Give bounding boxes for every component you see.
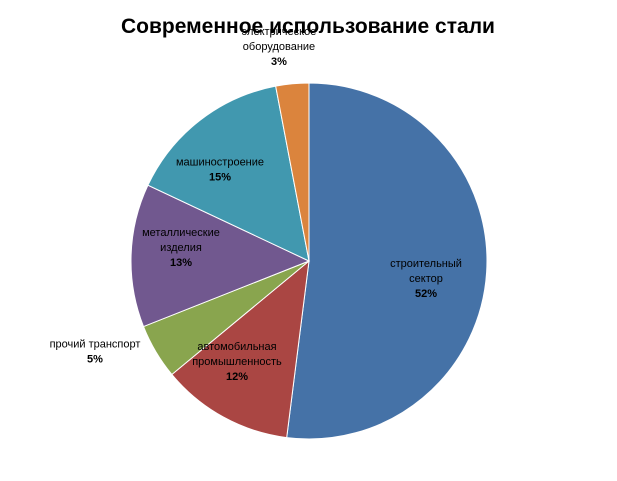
slice-label: прочий транспорт 5% xyxy=(50,339,141,366)
pie-slice xyxy=(171,259,310,439)
slice-label: металлические изделия 13% xyxy=(142,227,220,269)
slice-label: электрическое оборудование 3% xyxy=(242,26,317,68)
slice-label: машиностроение 15% xyxy=(176,157,264,184)
pie-labels: строительный сектор 52% автомобильная промыш… xyxy=(50,26,462,383)
pie-slice xyxy=(275,82,310,262)
slice-label: строительный сектор 52% xyxy=(390,258,462,300)
chart-title: Современное использование стали xyxy=(121,15,495,38)
pie-slice xyxy=(286,82,488,440)
pie-slices xyxy=(130,82,488,440)
pie-slice xyxy=(130,184,311,328)
slice-label: автомобильная промышленность 12% xyxy=(192,341,282,383)
pie-slice xyxy=(147,85,310,262)
